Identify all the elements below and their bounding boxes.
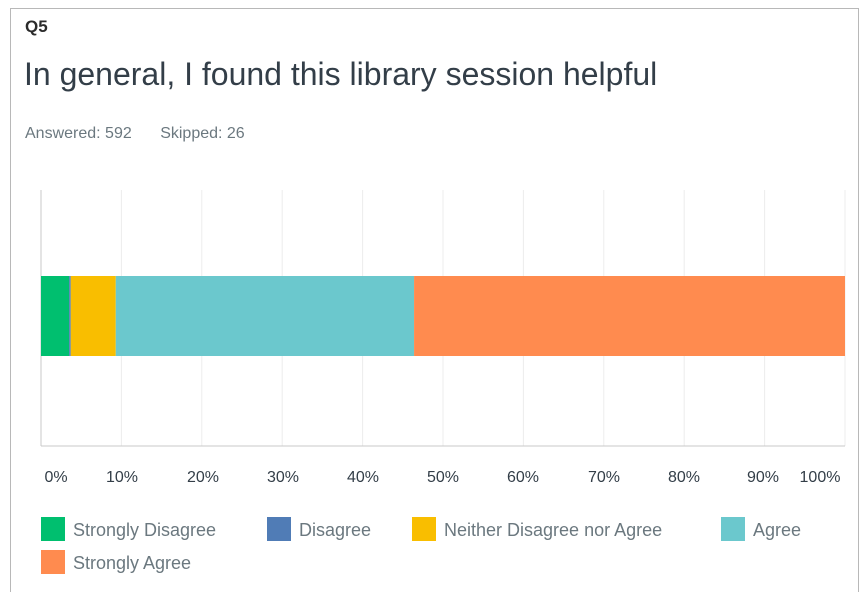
question-title: In general, I found this library session…: [24, 56, 658, 92]
legend-label: Neither Disagree nor Agree: [444, 520, 662, 540]
response-stats: Answered: 592 Skipped: 26: [25, 125, 269, 143]
x-tick-label: 30%: [267, 469, 299, 486]
skipped-count: Skipped: 26: [160, 125, 245, 142]
x-tick-label: 50%: [427, 469, 459, 486]
x-tick-label: 40%: [347, 469, 379, 486]
answered-count: Answered: 592: [25, 125, 132, 142]
legend-swatch: [267, 517, 291, 541]
chart-legend: Strongly Disagree Disagree Neither Disagre…: [41, 517, 801, 574]
x-tick-label: 10%: [106, 469, 138, 486]
x-tick-label: 60%: [507, 469, 539, 486]
bar-segment-strongly-agree: [414, 276, 845, 356]
x-tick-label: 70%: [588, 469, 620, 486]
question-number: Q5: [25, 17, 48, 36]
legend-label: Agree: [753, 520, 801, 540]
x-tick-label: 0%: [44, 469, 67, 486]
question-panel: [10, 8, 859, 592]
legend-swatch: [721, 517, 745, 541]
x-tick-label: 90%: [747, 469, 779, 486]
legend-swatch: [412, 517, 436, 541]
x-axis-ticks: 0% 10% 20% 30% 40% 50% 60% 70% 80% 90% 100%: [44, 469, 840, 486]
bar-segment-strongly-disagree: [41, 276, 70, 356]
x-tick-label: 20%: [187, 469, 219, 486]
bar-segment-disagree: [69, 276, 71, 356]
bar-segment-agree: [115, 276, 415, 356]
legend-swatch: [41, 517, 65, 541]
chart-bars: [41, 276, 845, 356]
x-tick-label: 80%: [668, 469, 700, 486]
legend-label: Disagree: [299, 520, 371, 540]
x-tick-label: 100%: [800, 469, 841, 486]
legend-swatch: [41, 550, 65, 574]
legend-label: Strongly Agree: [73, 553, 191, 573]
legend-label: Strongly Disagree: [73, 520, 216, 540]
bar-segment-neither-disagree-nor-agree: [70, 276, 116, 356]
